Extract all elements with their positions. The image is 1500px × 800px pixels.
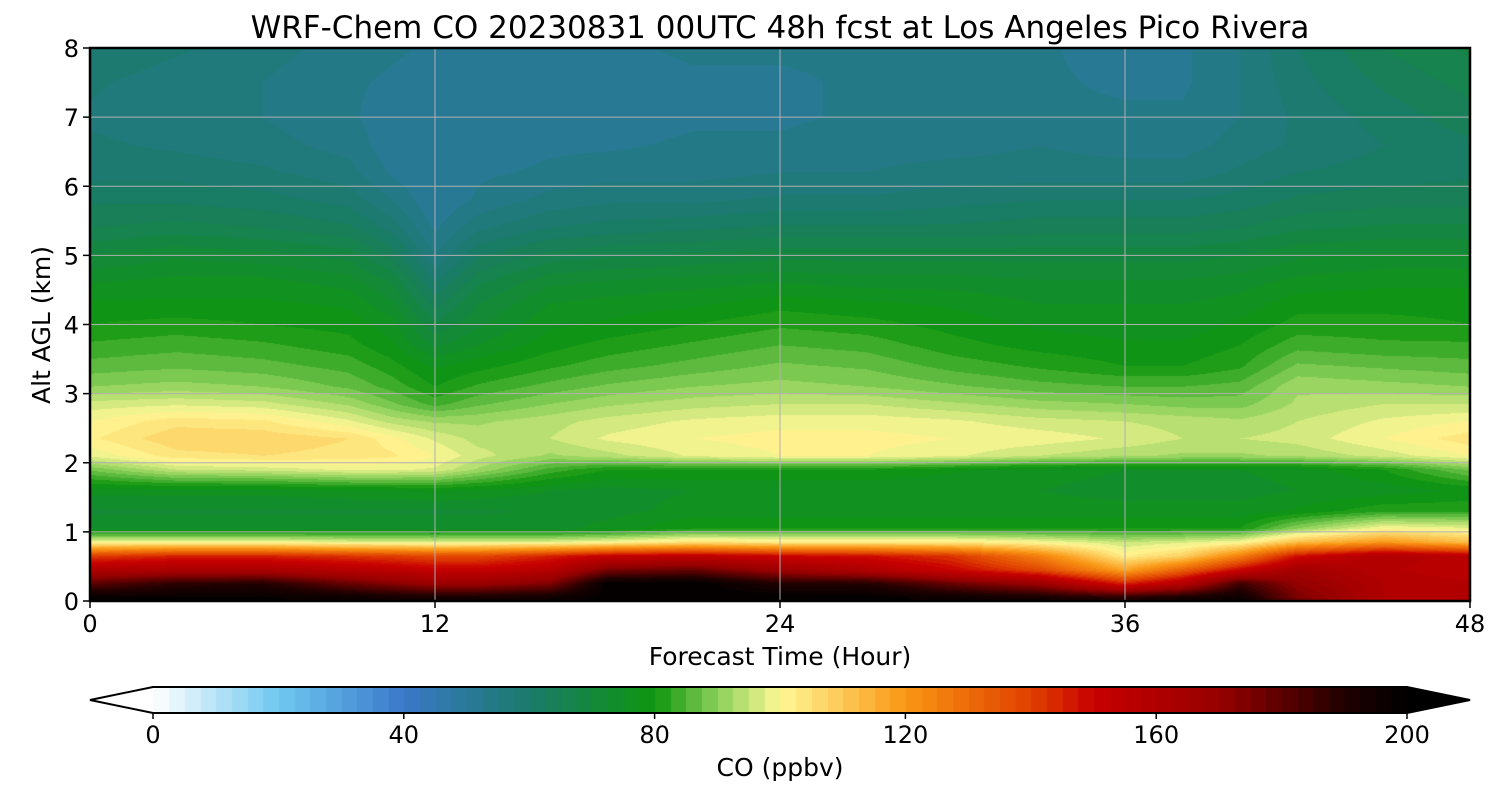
colorbar-tick-label: 160: [1133, 721, 1179, 749]
y-tick-label: 6: [64, 173, 79, 201]
colorbar: 0 40 80 120 160 200 CO (ppbv): [89, 686, 1471, 782]
chart-title: WRF-Chem CO 20230831 00UTC 48h fcst at L…: [251, 10, 1310, 46]
colorbar-ticks: 0 40 80 120 160 200: [145, 713, 1430, 749]
x-tick-label: 48: [1455, 610, 1486, 638]
colorbar-tick-label: 40: [389, 721, 420, 749]
y-tick-label: 3: [64, 381, 79, 409]
colorbar-tick-label: 0: [145, 721, 160, 749]
y-tick-label: 2: [64, 450, 79, 478]
colorbar-label: CO (ppbv): [717, 753, 844, 782]
x-tick-label: 0: [82, 610, 97, 638]
x-axis: 0 12 24 36 48: [82, 601, 1485, 638]
colorbar-gradient: [90, 687, 1470, 713]
y-tick-label: 4: [64, 312, 79, 340]
y-tick-label: 5: [64, 242, 79, 270]
y-axis-label: Alt AGL (km): [27, 246, 56, 404]
y-tick-label: 7: [64, 104, 79, 132]
y-tick-label: 0: [64, 588, 79, 616]
x-tick-label: 12: [420, 610, 451, 638]
colorbar-tick-label: 80: [639, 721, 670, 749]
x-tick-label: 24: [765, 610, 796, 638]
gridlines: [90, 48, 1470, 601]
colorbar-tick-label: 120: [882, 721, 928, 749]
y-tick-label: 8: [64, 35, 79, 63]
x-axis-label: Forecast Time (Hour): [649, 642, 912, 671]
heatmap-plot-area: [88, 46, 1472, 603]
x-tick-label: 36: [1110, 610, 1141, 638]
colorbar-tick-label: 200: [1384, 721, 1430, 749]
y-tick-label: 1: [64, 519, 79, 547]
y-axis: 0 1 2 3 4 5 6 7 8: [64, 35, 90, 616]
